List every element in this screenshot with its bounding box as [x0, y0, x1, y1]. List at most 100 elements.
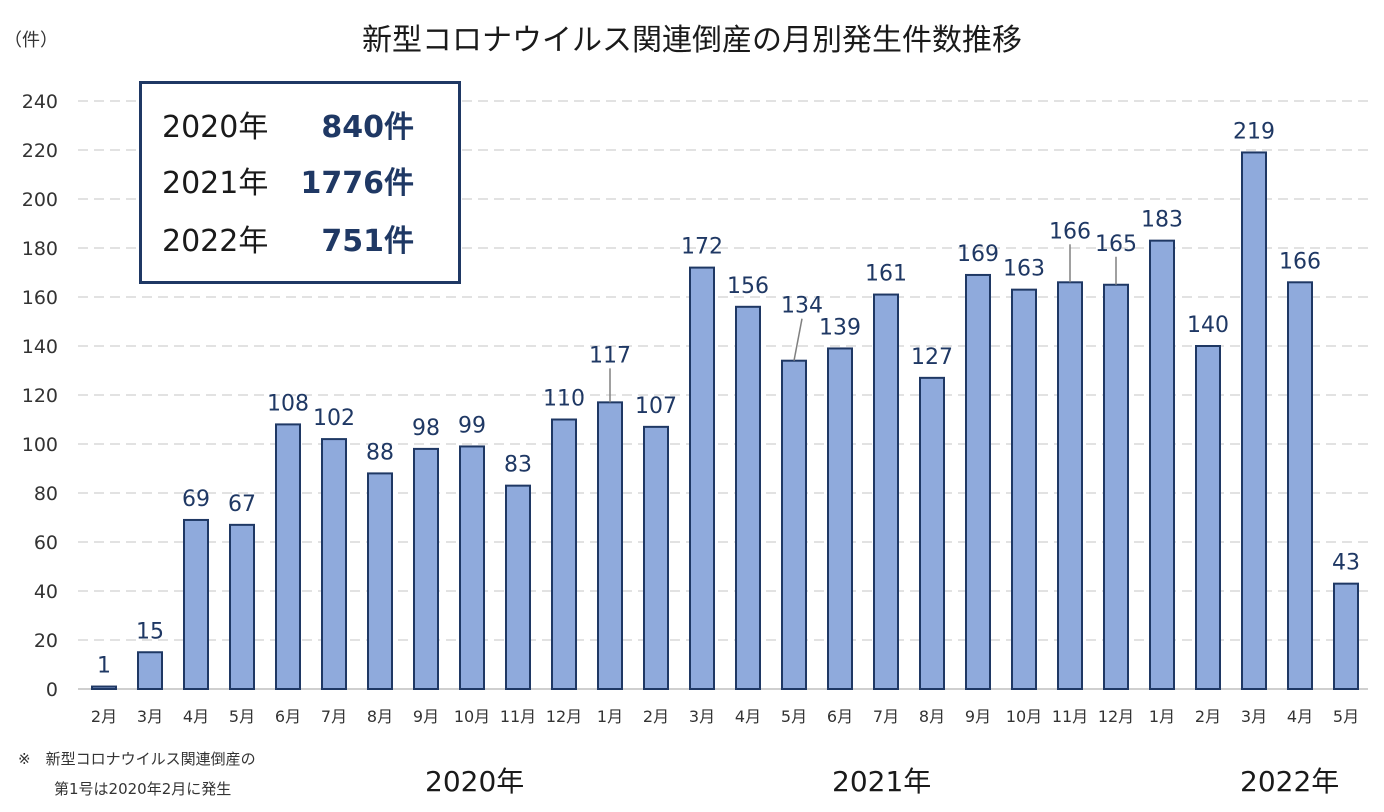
bar	[781, 359, 807, 690]
y-tick-label: 220	[22, 140, 58, 162]
bar	[91, 685, 117, 690]
summary-count: 1776件	[300, 166, 415, 201]
x-tick-label: 3月	[1241, 707, 1267, 726]
bar	[1103, 283, 1129, 690]
footnote-line-2: 第1号は2020年2月に発生	[54, 780, 232, 798]
bar	[137, 651, 163, 690]
data-label: 98	[412, 416, 440, 441]
summary-year: 2020年	[162, 110, 269, 145]
bars	[91, 151, 1359, 691]
x-tick-label: 6月	[827, 707, 853, 726]
data-label: 67	[228, 492, 256, 517]
x-tick-label: 1月	[597, 707, 623, 726]
x-tick-label: 7月	[321, 707, 347, 726]
y-tick-label: 140	[22, 336, 58, 358]
bar	[367, 472, 393, 690]
data-label: 219	[1233, 119, 1275, 144]
y-tick-label: 180	[22, 238, 58, 260]
x-tick-label: 4月	[735, 707, 761, 726]
x-tick-label: 8月	[919, 707, 945, 726]
data-label: 156	[727, 274, 769, 299]
data-label: 166	[1049, 219, 1091, 244]
x-tick-label: 5月	[1333, 707, 1359, 726]
data-label: 163	[1003, 257, 1045, 282]
y-axis-ticks: 0 20 40 60 80 100 120 140 160 180 200 220 240	[22, 91, 58, 701]
bar	[1287, 281, 1313, 690]
y-tick-label: 120	[22, 385, 58, 407]
data-label: 99	[458, 413, 486, 438]
data-label: 169	[957, 242, 999, 267]
bar	[413, 447, 439, 690]
data-label: 117	[589, 343, 631, 368]
y-tick-label: 160	[22, 287, 58, 309]
y-tick-label: 40	[34, 581, 58, 603]
bar	[505, 484, 531, 690]
bar	[643, 425, 669, 690]
data-label: 88	[366, 440, 394, 465]
data-label: 166	[1279, 249, 1321, 274]
summary-year: 2021年	[162, 166, 269, 201]
bar	[321, 438, 347, 690]
x-tick-label: 2月	[1195, 707, 1221, 726]
annual-summary-box: 2020年 840件 2021年 1776件 2022年 751件	[139, 81, 461, 284]
x-axis-ticks: 2月 3月 4月 5月 6月 7月 8月 9月 10月 11月 12月 1月 2月 3月 4月 5月 6月 7月 8…	[91, 707, 1359, 726]
bar	[275, 423, 301, 690]
data-label: 140	[1187, 313, 1229, 338]
y-tick-label: 80	[34, 483, 58, 505]
data-label: 139	[819, 315, 861, 340]
bar	[1057, 281, 1083, 690]
y-tick-label: 20	[34, 630, 58, 652]
x-tick-label: 12月	[1098, 707, 1134, 726]
summary-count: 751件	[321, 224, 414, 259]
bar	[689, 266, 715, 690]
data-label: 102	[313, 406, 355, 431]
x-tick-label: 9月	[965, 707, 991, 726]
x-tick-label: 5月	[781, 707, 807, 726]
x-tick-label: 5月	[229, 707, 255, 726]
bar	[229, 523, 255, 690]
bar	[183, 518, 209, 691]
x-tick-label: 11月	[1052, 707, 1088, 726]
bar	[965, 273, 991, 690]
summary-row-2021: 2021年 1776件	[162, 164, 414, 204]
bar	[1241, 151, 1267, 690]
x-tick-label: 4月	[183, 707, 209, 726]
x-tick-label: 2月	[643, 707, 669, 726]
data-label: 134	[781, 294, 823, 319]
bar	[1149, 239, 1175, 690]
data-label: 127	[911, 345, 953, 370]
bar	[735, 305, 761, 690]
leader-line	[793, 318, 803, 361]
y-tick-label: 0	[46, 679, 58, 701]
y-axis-unit-label: （件）	[4, 30, 58, 51]
y-tick-label: 240	[22, 91, 58, 113]
bar	[597, 401, 623, 690]
data-label: 107	[635, 394, 677, 419]
data-label: 183	[1141, 208, 1183, 233]
x-tick-label: 3月	[689, 707, 715, 726]
footnote-line-1: ※ 新型コロナウイルス関連倒産の	[18, 750, 256, 768]
data-label: 83	[504, 453, 532, 478]
data-label: 165	[1095, 232, 1137, 257]
chart-title: 新型コロナウイルス関連倒産の月別発生件数推移	[362, 23, 1022, 58]
y-tick-label: 200	[22, 189, 58, 211]
bar	[459, 445, 485, 691]
bar	[827, 347, 853, 690]
x-tick-label: 4月	[1287, 707, 1313, 726]
bar	[919, 376, 945, 690]
x-tick-label: 10月	[454, 707, 490, 726]
x-tick-label: 2月	[91, 707, 117, 726]
bar	[1333, 582, 1359, 691]
data-label: 108	[267, 391, 309, 416]
summary-count: 840件	[321, 110, 414, 145]
x-tick-label: 1月	[1149, 707, 1175, 726]
x-tick-label: 3月	[137, 707, 163, 726]
data-label: 172	[681, 235, 723, 260]
summary-row-2020: 2020年 840件	[162, 108, 414, 148]
x-tick-label: 8月	[367, 707, 393, 726]
data-label: 43	[1332, 551, 1360, 576]
year-label-2021: 2021年	[832, 765, 932, 798]
